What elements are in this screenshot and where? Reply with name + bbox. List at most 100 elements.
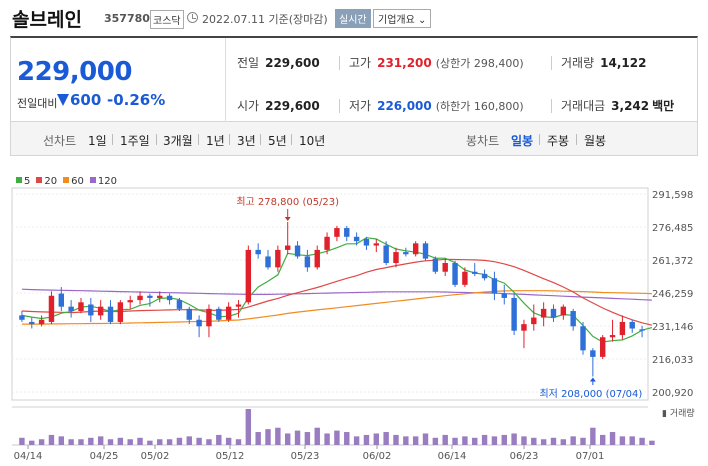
x-tick-label: 06/14 <box>438 451 467 462</box>
candle-body <box>314 249 320 268</box>
volume-bar <box>97 436 104 445</box>
candle-body <box>294 245 301 257</box>
candle-chart-label[interactable]: 봉차트 <box>466 134 500 148</box>
period-10y[interactable]: 10년 <box>299 134 326 148</box>
period-weekly[interactable]: 주봉 <box>547 134 570 148</box>
candle-body <box>442 262 448 272</box>
current-price-box: 229,000 전일대비 600 -0.26% <box>11 38 226 122</box>
high-label: 고가 <box>349 56 372 70</box>
volume-bar <box>68 439 74 445</box>
candle-body <box>275 249 281 268</box>
y-tick-label: 216,033 <box>652 355 693 366</box>
stock-name: 솔브레인 <box>12 9 82 31</box>
volume-bar <box>166 439 173 445</box>
y-tick-label: 261,372 <box>652 256 693 267</box>
ma120-line <box>21 288 652 301</box>
trade-volume: 거래량 14,122 <box>561 54 646 71</box>
line-chart-label[interactable]: 선차트 <box>43 134 77 148</box>
volume-bar <box>590 427 596 445</box>
stock-code: 357780 <box>104 12 150 25</box>
period-5y[interactable]: 5년 <box>268 134 287 148</box>
candle-body <box>609 335 616 338</box>
change-value: 600 <box>70 91 102 109</box>
candle-body <box>373 243 380 246</box>
volume-bar <box>452 437 458 445</box>
volume-bar <box>609 432 616 445</box>
upper-limit: (상한가 298,400) <box>435 57 524 70</box>
volume-bar <box>393 434 399 445</box>
period-monthly[interactable]: 월봉 <box>584 134 607 148</box>
legend-ma20[interactable]: 20 <box>36 176 57 187</box>
lower-limit: (하한가 160,800) <box>435 100 524 113</box>
x-tick-label: 05/02 <box>141 451 170 462</box>
volume-bar <box>373 433 380 445</box>
x-tick-label: 06/23 <box>510 451 539 462</box>
volume-bar <box>324 433 330 445</box>
volume-bar <box>334 430 340 445</box>
divider <box>539 134 540 145</box>
realtime-button[interactable]: 실시간 <box>335 9 371 28</box>
candle-body <box>19 315 25 320</box>
period-1d[interactable]: 1일 <box>88 134 107 148</box>
candle-body <box>363 238 370 246</box>
open-price: 시가 229,600 <box>237 97 320 114</box>
volume-bar <box>19 437 25 445</box>
high-value: 231,200 <box>377 56 432 70</box>
candle-body <box>88 304 94 316</box>
volume-bar <box>353 436 360 445</box>
chart-frame <box>11 187 649 401</box>
volume-label: ▮ 거래량 <box>662 407 695 419</box>
high-marker-arrow <box>284 216 291 221</box>
volume-bar <box>38 439 45 445</box>
candle-body <box>590 350 596 357</box>
y-tick-label: 200,920 <box>652 388 693 399</box>
legend-ma60[interactable]: 60 <box>63 176 84 187</box>
candle-body <box>225 306 232 320</box>
legend-ma120[interactable]: 120 <box>89 176 117 187</box>
volume-bar <box>599 434 606 445</box>
down-arrow-icon <box>57 94 69 106</box>
period-3m[interactable]: 3개월 <box>163 134 193 148</box>
candle-body <box>176 300 183 309</box>
volume-bar <box>245 409 252 445</box>
period-daily[interactable]: 일봉 <box>511 134 534 148</box>
volume-bar <box>501 434 507 445</box>
volume-bar <box>294 430 301 445</box>
period-1y[interactable]: 1년 <box>206 134 225 148</box>
current-price: 229,000 <box>17 57 132 87</box>
low-label: 저가 <box>349 99 372 113</box>
volume-bar <box>225 437 232 445</box>
volume-bar <box>363 434 370 445</box>
change-rate: -0.26% <box>107 91 166 109</box>
candle-body <box>196 319 202 327</box>
volume-bar <box>521 436 527 445</box>
candle-body <box>117 302 124 322</box>
low-value: 226,000 <box>377 99 432 113</box>
volume-bar <box>629 436 635 445</box>
chart-toolbar: 선차트 1일 1주일 3개월 1년 3년 5년 10년 봉차트 일봉 주봉 월봉 <box>10 122 698 156</box>
y-tick-label: 276,485 <box>652 223 693 234</box>
period-3y[interactable]: 3년 <box>237 134 256 148</box>
candle-body <box>68 306 74 312</box>
candle-body <box>422 243 429 259</box>
candle-body <box>383 245 389 263</box>
candle-body <box>265 256 271 268</box>
volume-bar <box>78 439 84 445</box>
company-overview-dropdown[interactable]: 기업개요 ⌄ <box>373 9 432 28</box>
candle-body <box>599 337 606 357</box>
period-1w[interactable]: 1주일 <box>120 134 150 148</box>
volume-bar <box>255 432 261 445</box>
volume-bar <box>127 439 133 445</box>
divider <box>156 134 157 145</box>
volume-bar <box>48 434 55 445</box>
candle-body <box>48 295 55 322</box>
volume-bar <box>570 436 576 445</box>
divider <box>339 56 340 70</box>
volume-bar <box>117 437 124 445</box>
candle-body <box>412 243 419 255</box>
candle-body <box>186 308 192 320</box>
clock-icon <box>187 12 198 23</box>
candle-body <box>580 326 586 351</box>
legend-ma5[interactable]: 5 <box>16 176 30 187</box>
